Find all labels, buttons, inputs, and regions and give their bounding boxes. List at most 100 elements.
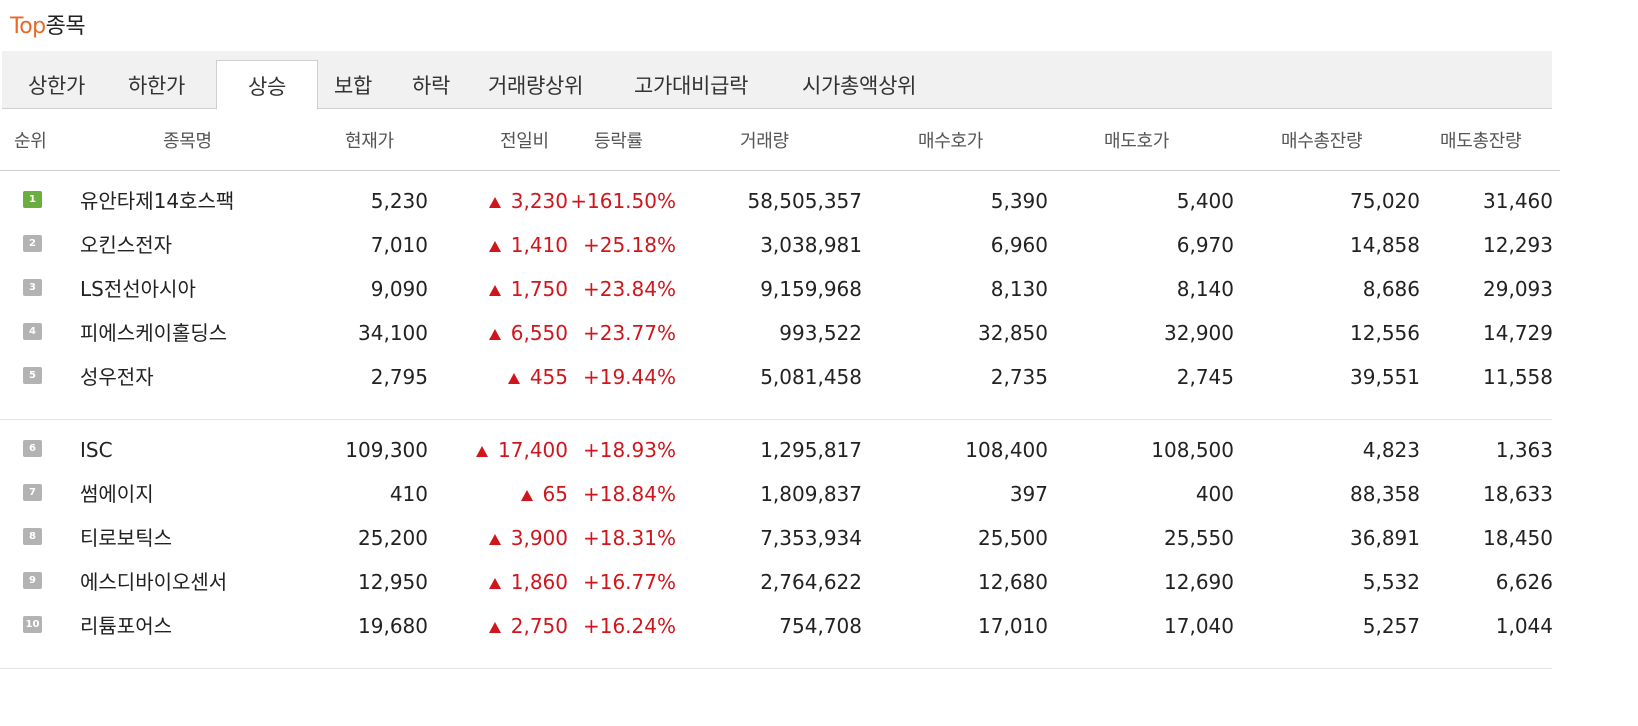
- current-price: 410: [389, 482, 428, 506]
- change-rate: +18.84%: [582, 482, 676, 506]
- rank-badge: 6: [23, 440, 42, 457]
- stock-name-link[interactable]: 유안타제14호스팩: [80, 189, 235, 213]
- up-triangle-icon: [507, 373, 520, 384]
- up-triangle-icon: [520, 490, 533, 501]
- up-triangle-icon: [488, 241, 501, 252]
- bid-price: 17,010: [978, 614, 1048, 638]
- change-value: 2,750: [510, 614, 568, 638]
- change-cell: 1,750: [440, 267, 568, 311]
- up-triangle-icon: [488, 534, 501, 545]
- change-cell: 1,860: [440, 560, 568, 604]
- change-rate: +23.84%: [582, 277, 676, 301]
- table-row: 1 유안타제14호스팩 5,230 3,230 +161.50% 58,505,…: [0, 179, 1560, 223]
- current-price: 19,680: [358, 614, 428, 638]
- table-row: 10 리튬포어스 19,680 2,750 +16.24% 754,708 17…: [0, 604, 1560, 648]
- change-cell: 6,550: [440, 311, 568, 355]
- table-row: 7 썸에이지 410 65 +18.84% 1,809,837 397 400 …: [0, 472, 1560, 516]
- current-price: 12,950: [358, 570, 428, 594]
- col-name: 종목명: [163, 131, 212, 152]
- table-row: 6 ISC 109,300 17,400 +18.93% 1,295,817 1…: [0, 428, 1560, 472]
- change-value: 1,750: [510, 277, 568, 301]
- change-cell: 65: [440, 472, 568, 516]
- table-header: 순위 종목명 현재가 전일비 등락률 거래량 매수호가 매도호가 매수총잔량 매…: [0, 118, 1560, 171]
- bid-total: 39,551: [1350, 365, 1420, 389]
- title-accent: Top: [10, 14, 46, 39]
- stock-name-link[interactable]: 피에스케이홀딩스: [80, 321, 228, 345]
- tab-bar: 상한가 하한가 상승 보합 하락 거래량상위 고가대비급락 시가총액상위: [2, 51, 1552, 110]
- change-cell: 1,410: [440, 223, 568, 267]
- volume: 3,038,981: [760, 233, 862, 257]
- change-rate: +18.93%: [582, 438, 676, 462]
- ask-price: 12,690: [1164, 570, 1234, 594]
- ask-price: 108,500: [1151, 438, 1234, 462]
- tab-volume-top[interactable]: 거래량상위: [488, 74, 584, 98]
- tab-unchanged[interactable]: 보합: [334, 74, 373, 98]
- change-rate: +25.18%: [582, 233, 676, 257]
- change-value: 3,230: [510, 189, 568, 213]
- bid-price: 5,390: [990, 189, 1048, 213]
- current-price: 5,230: [370, 189, 428, 213]
- tab-rising[interactable]: 상승: [216, 60, 318, 110]
- change-rate: +18.31%: [582, 526, 676, 550]
- ask-price: 8,140: [1176, 277, 1234, 301]
- bid-price: 6,960: [990, 233, 1048, 257]
- change-cell: 455: [440, 355, 568, 399]
- stock-name-link[interactable]: 썸에이지: [80, 482, 154, 506]
- stock-name-link[interactable]: 리튬포어스: [80, 614, 172, 638]
- tab-upper-limit[interactable]: 상한가: [28, 74, 86, 98]
- ask-price: 32,900: [1164, 321, 1234, 345]
- change-value: 455: [529, 365, 568, 389]
- stock-name-link[interactable]: LS전선아시아: [80, 277, 196, 301]
- ask-price: 6,970: [1176, 233, 1234, 257]
- table-row: 5 성우전자 2,795 455 +19.44% 5,081,458 2,735…: [0, 355, 1560, 399]
- ask-total: 14,729: [1483, 321, 1553, 345]
- tab-lower-limit[interactable]: 하한가: [128, 74, 186, 98]
- bid-price: 397: [1009, 482, 1048, 506]
- ask-total: 18,450: [1483, 526, 1553, 550]
- rank-badge: 9: [23, 572, 42, 589]
- stock-name-link[interactable]: 오킨스전자: [80, 233, 172, 257]
- stock-name-link[interactable]: 성우전자: [80, 365, 154, 389]
- up-triangle-icon: [488, 329, 501, 340]
- change-rate: +16.24%: [582, 614, 676, 638]
- top-stocks-title: Top종목: [10, 12, 86, 42]
- col-bid-total: 매수총잔량: [1281, 131, 1363, 152]
- col-ask: 매도호가: [1104, 131, 1170, 152]
- ask-total: 11,558: [1483, 365, 1553, 389]
- volume: 1,295,817: [760, 438, 862, 462]
- col-volume: 거래량: [740, 131, 789, 152]
- stock-name-link[interactable]: 티로보틱스: [80, 526, 172, 550]
- bid-total: 36,891: [1350, 526, 1420, 550]
- rank-badge: 3: [23, 279, 42, 296]
- volume: 5,081,458: [760, 365, 862, 389]
- change-cell: 3,900: [440, 516, 568, 560]
- up-triangle-icon: [488, 285, 501, 296]
- col-ask-total: 매도총잔량: [1440, 131, 1522, 152]
- stock-name-link[interactable]: 에스디바이오센서: [80, 570, 228, 594]
- bid-total: 5,532: [1362, 570, 1420, 594]
- bid-total: 12,556: [1350, 321, 1420, 345]
- stock-name-link[interactable]: ISC: [80, 438, 113, 462]
- ask-price: 17,040: [1164, 614, 1234, 638]
- change-value: 3,900: [510, 526, 568, 550]
- rank-badge: 5: [23, 367, 42, 384]
- change-value: 1,410: [510, 233, 568, 257]
- title-rest: 종목: [45, 14, 86, 39]
- current-price: 25,200: [358, 526, 428, 550]
- table-row: 4 피에스케이홀딩스 34,100 6,550 +23.77% 993,522 …: [0, 311, 1560, 355]
- change-rate: +161.50%: [570, 189, 676, 213]
- volume: 993,522: [779, 321, 862, 345]
- change-cell: 17,400: [440, 428, 568, 472]
- up-triangle-icon: [488, 197, 501, 208]
- tab-drop-from-high[interactable]: 고가대비급락: [634, 74, 749, 98]
- tab-falling[interactable]: 하락: [412, 74, 451, 98]
- tab-market-cap-top[interactable]: 시가총액상위: [802, 74, 917, 98]
- col-price: 현재가: [345, 131, 394, 152]
- ask-total: 31,460: [1483, 189, 1553, 213]
- ask-price: 25,550: [1164, 526, 1234, 550]
- rank-badge: 7: [23, 484, 42, 501]
- bid-price: 2,735: [990, 365, 1048, 389]
- volume: 754,708: [779, 614, 862, 638]
- rank-badge: 8: [23, 528, 42, 545]
- ask-total: 29,093: [1483, 277, 1553, 301]
